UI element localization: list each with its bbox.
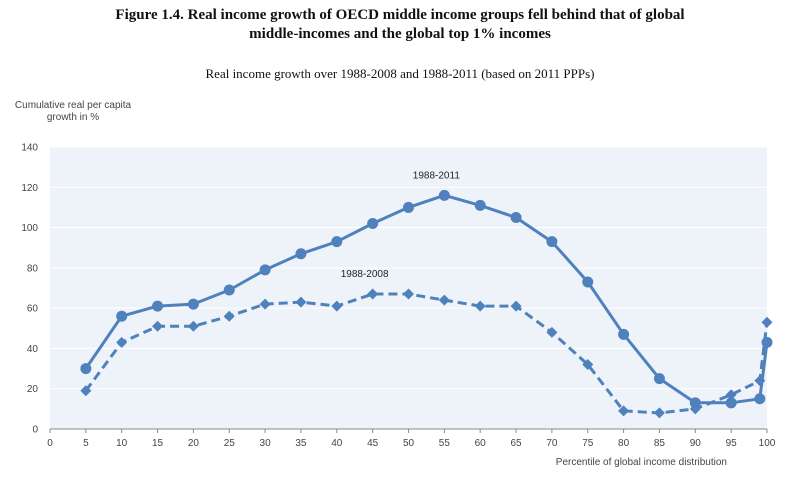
data-point (618, 328, 630, 340)
x-tick-label: 0 (47, 438, 53, 449)
x-tick-label: 70 (546, 438, 558, 449)
data-point (761, 316, 773, 328)
x-tick-label: 35 (295, 438, 307, 449)
data-point (152, 320, 164, 332)
data-point (403, 288, 414, 300)
data-point (438, 189, 450, 201)
data-point (116, 310, 128, 322)
x-tick-label: 50 (403, 438, 415, 449)
data-point (582, 276, 594, 288)
data-point (474, 199, 486, 211)
data-point (438, 294, 450, 306)
x-tick-label: 30 (260, 438, 272, 449)
data-point (510, 300, 522, 312)
series-label: 1988-2008 (341, 269, 389, 280)
data-point (259, 298, 271, 310)
data-point (689, 397, 701, 409)
data-point (259, 264, 271, 276)
data-point (403, 201, 414, 213)
series-label: 1988-2011 (413, 170, 461, 181)
y-tick-label: 120 (21, 183, 38, 194)
data-point (295, 248, 307, 260)
x-tick-label: 20 (188, 438, 200, 449)
data-point (223, 310, 235, 322)
data-point (546, 326, 558, 338)
data-point (546, 236, 558, 248)
data-point (582, 359, 594, 371)
data-point (367, 288, 379, 300)
data-point (80, 385, 92, 397)
data-point (152, 300, 164, 312)
data-point (187, 320, 199, 332)
data-point (474, 300, 486, 312)
x-tick-label: 45 (367, 438, 379, 449)
data-point (510, 212, 522, 223)
data-point (618, 405, 630, 417)
series-1988-2008: 1988-2008 (80, 269, 773, 419)
y-axis-label-line1: Cumulative real per capita (14, 100, 132, 111)
data-point (754, 393, 766, 405)
x-axis-label: Percentile of global income distribution (556, 457, 727, 468)
x-tick-label: 100 (759, 438, 776, 449)
x-tick-label: 75 (582, 438, 594, 449)
series-1988-2011: 1988-2011 (80, 170, 773, 409)
gridlines (50, 146, 767, 390)
data-point (223, 284, 235, 296)
data-point (754, 375, 766, 387)
x-tick-label: 90 (690, 438, 702, 449)
data-point (725, 397, 737, 409)
x-tick-label: 80 (618, 438, 630, 449)
data-point (725, 389, 737, 401)
y-tick-label: 140 (21, 143, 38, 154)
x-tick-label: 25 (224, 438, 236, 449)
y-tick-label: 20 (27, 384, 39, 395)
data-point (116, 336, 128, 348)
data-point (653, 407, 665, 419)
data-point (367, 218, 379, 230)
data-point (331, 300, 343, 312)
data-point (295, 296, 307, 308)
x-tick-label: 15 (152, 438, 164, 449)
x-tick-label: 40 (331, 438, 343, 449)
data-point (689, 403, 701, 415)
y-tick-label: 60 (27, 304, 39, 315)
figure-subtitle: Real income growth over 1988-2008 and 19… (205, 66, 595, 81)
y-tick-label: 0 (32, 425, 38, 436)
data-point (80, 363, 92, 375)
axes: 0 20 40 60 80 100 120 140 0 5 10 15 20 25 30 35 40 45 50 55… (21, 143, 775, 450)
y-tick-label: 100 (21, 223, 38, 234)
x-tick-label: 95 (726, 438, 738, 449)
x-tick-label: 85 (654, 438, 666, 449)
figure-title-line2: middle-incomes and the global top 1% inc… (249, 26, 551, 42)
data-point (187, 298, 199, 310)
y-axis-label: Cumulative real per capita growth in % (8, 100, 138, 124)
x-tick-label: 55 (439, 438, 451, 449)
x-tick-label: 65 (510, 438, 522, 449)
y-tick-label: 80 (27, 263, 39, 274)
series-group: 1988-2011 1988-2008 (80, 170, 773, 419)
x-tick-label: 5 (83, 438, 89, 449)
x-tick-label: 60 (475, 438, 487, 449)
plot-area (50, 147, 767, 429)
data-point (653, 373, 665, 385)
x-tick-label: 10 (116, 438, 128, 449)
y-axis-label-line2: growth in % (46, 112, 100, 123)
figure-title-line1: Figure 1.4. Real income growth of OECD m… (115, 7, 685, 23)
data-point (331, 236, 343, 248)
y-tick-label: 40 (27, 344, 39, 355)
figure-title: Figure 1.4. Real income growth of OECD m… (0, 6, 800, 44)
